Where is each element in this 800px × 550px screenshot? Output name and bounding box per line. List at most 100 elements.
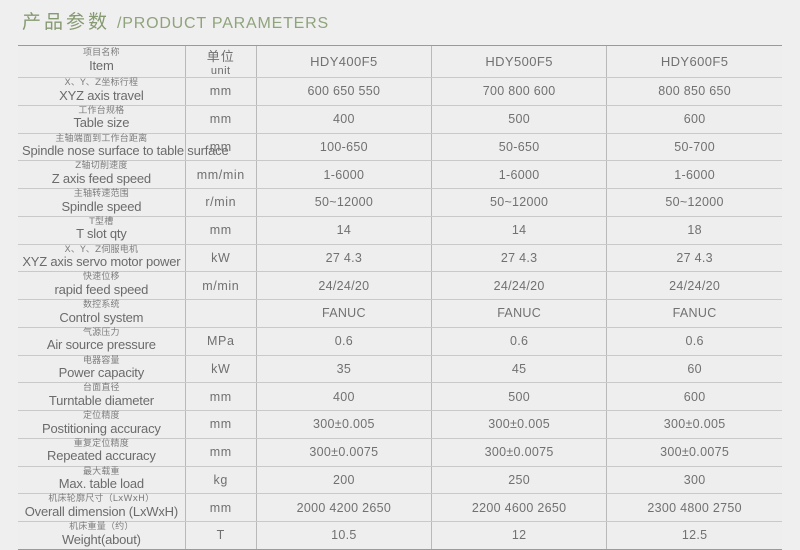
spec-value: 300±0.005 [488, 417, 550, 432]
spec-value: 400 [333, 389, 355, 404]
spec-value: 24/24/20 [669, 278, 721, 293]
spec-value: 14 [336, 223, 352, 238]
spec-value: 50~12000 [489, 195, 549, 210]
specifications-table: 项目名称 Item 单位 unit HDY400F5 HDY500F5 HDY600F5 X、… [18, 45, 782, 550]
cell-value-model-1: 14 [255, 216, 432, 245]
item-label-english: Table size [73, 115, 130, 131]
spec-value: 500 [508, 389, 530, 404]
item-label-english: Z axis feed speed [51, 170, 151, 186]
table-row: Z轴切削速度 Z axis feed speed mm/min 1-6000 1-600… [18, 160, 782, 189]
cell-value-model-3: 50-700 [606, 133, 782, 162]
cell-item: X、Y、Z坐标行程 XYZ axis travel [18, 77, 186, 106]
product-parameters-page: 产品参数 /PRODUCT PARAMETERS 项目名称 Item 单位 unit H… [18, 11, 782, 550]
cell-item: 重复定位精度 Repeated accuracy [18, 438, 186, 467]
cell-item: 最大载重 Max. table load [18, 466, 186, 495]
item-label-english: Air source pressure [46, 337, 156, 353]
model-name: HDY600F5 [660, 54, 729, 69]
spec-value: 60 [687, 361, 702, 376]
cell-value-model-2: 250 [431, 466, 607, 495]
spec-value: 12.5 [681, 528, 708, 543]
table-row: 机床重量（约） Weight(about) T 10.5 12 12.5 [18, 521, 782, 550]
spec-value: 2200 4600 2650 [471, 500, 567, 515]
spec-value: 300±0.005 [663, 417, 726, 432]
item-label-chinese: 台面直径 [82, 383, 120, 394]
cell-value-model-3: 300 [606, 466, 782, 495]
spec-value: 0.6 [509, 334, 529, 349]
cell-unit: MPa [184, 327, 257, 356]
table-row: 主轴端面到工作台距离 Spindle nose surface to table … [18, 133, 782, 162]
spec-value: 300 [683, 472, 706, 487]
cell-unit: T [184, 521, 257, 550]
spec-value: 24/24/20 [318, 278, 370, 293]
spec-value: 400 [333, 112, 355, 127]
spec-value: 27 4.3 [325, 250, 363, 265]
table-row: 数控系统 Control system FANUC FANUC FANUC [18, 299, 782, 328]
item-label-english: T slot qty [76, 226, 127, 242]
item-label-english: Weight(about) [61, 531, 141, 547]
cell-value-model-1: 27 4.3 [255, 244, 432, 273]
cell-item: 气源压力 Air source pressure [18, 327, 186, 356]
cell-item: 机床轮廓尺寸（LxWxH） Overall dimension (LxWxH) [18, 493, 186, 522]
unit-value: mm/min [196, 167, 245, 182]
cell-value-model-3: 300±0.0075 [606, 438, 782, 467]
unit-value: kW [211, 361, 231, 376]
cell-value-model-2: 500 [431, 105, 607, 134]
unit-value: kW [211, 250, 231, 265]
cell-value-model-1: 35 [255, 355, 432, 384]
spec-value: 250 [508, 472, 530, 487]
item-label-english: Power capacity [58, 365, 145, 381]
unit-value: mm [209, 500, 232, 515]
spec-value: 300±0.0075 [484, 445, 554, 460]
spec-value: 1-6000 [674, 167, 715, 182]
cell-unit: mm [184, 493, 257, 522]
unit-value: kg [213, 472, 228, 487]
item-label-chinese: Z轴切削速度 [75, 161, 128, 172]
item-label-chinese: 快速位移 [82, 272, 120, 283]
cell-value-model-2: 50~12000 [431, 188, 607, 217]
table-row: 定位精度 Postitioning accuracy mm 300±0.005 300±… [18, 410, 782, 439]
header-cell-model-1: HDY400F5 [255, 45, 432, 78]
table-row: 快速位移 rapid feed speed m/min 24/24/20 24/24/2… [18, 271, 782, 300]
cell-unit: kg [184, 466, 257, 495]
item-label-english: Repeated accuracy [47, 448, 156, 464]
cell-value-model-2: 24/24/20 [431, 271, 607, 300]
header-cell-item: 项目名称 Item [18, 45, 186, 78]
cell-unit [184, 299, 257, 328]
spec-value: 600 [683, 389, 706, 404]
unit-value: m/min [202, 278, 240, 293]
cell-item: 主轴端面到工作台距离 Spindle nose surface to table … [18, 133, 229, 162]
cell-value-model-3: 0.6 [606, 327, 782, 356]
table-row: 主轴转速范围 Spindle speed r/min 50~12000 50~12000… [18, 188, 782, 217]
cell-item: 台面直径 Turntable diameter [18, 382, 186, 411]
spec-value: 1-6000 [498, 167, 540, 182]
spec-value: 50-700 [674, 139, 715, 154]
item-label-english: Control system [59, 309, 144, 325]
cell-value-model-3: 2300 4800 2750 [606, 493, 782, 522]
cell-value-model-3: 18 [606, 216, 782, 245]
cell-unit: mm [184, 77, 257, 106]
spec-value: 50~12000 [665, 195, 724, 210]
item-label-english: rapid feed speed [54, 281, 149, 297]
unit-value: r/min [205, 195, 237, 210]
cell-value-model-1: FANUC [255, 299, 432, 328]
cell-item: 定位精度 Postitioning accuracy [18, 410, 186, 439]
spec-value: FANUC [321, 306, 366, 321]
cell-item: T型槽 T slot qty [18, 216, 186, 245]
cell-unit: m/min [184, 271, 257, 300]
item-label-english: Postitioning accuracy [42, 420, 161, 436]
spec-value: 27 4.3 [676, 250, 713, 265]
item-label-chinese: 工作台规格 [78, 105, 125, 116]
cell-item: 数控系统 Control system [18, 299, 186, 328]
cell-value-model-2: 0.6 [431, 327, 607, 356]
unit-value: mm [209, 389, 232, 404]
cell-value-model-1: 1-6000 [255, 160, 432, 189]
model-name: HDY400F5 [310, 54, 378, 69]
spec-value: 0.6 [334, 334, 354, 349]
spec-value: 500 [508, 112, 530, 127]
cell-value-model-3: 60 [606, 355, 782, 384]
page-title-chinese: 产品参数 [22, 11, 111, 33]
cell-unit: r/min [184, 188, 257, 217]
table-row: 台面直径 Turntable diameter mm 400 500 600 [18, 382, 782, 411]
cell-value-model-3: 24/24/20 [606, 271, 782, 300]
cell-value-model-1: 10.5 [255, 521, 432, 550]
